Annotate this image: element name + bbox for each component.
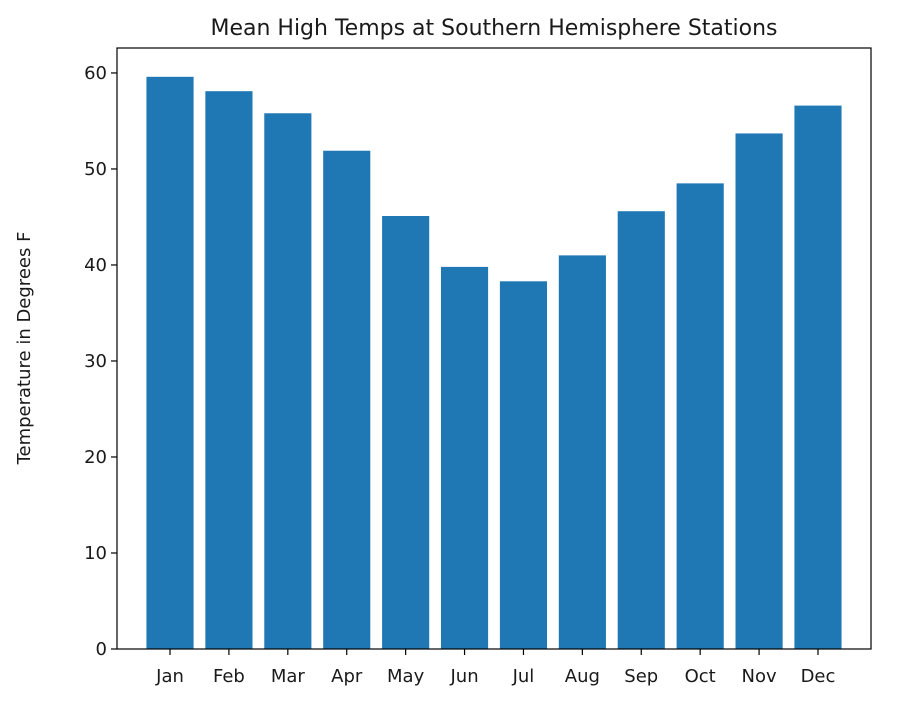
x-tick-label: Jun [449, 666, 478, 687]
x-tick-label: Apr [331, 666, 363, 687]
y-tick-label: 10 [84, 543, 107, 564]
x-axis: Jan Feb Mar Apr May Jun Jul Aug Sep Oct Nov Dec [155, 649, 835, 687]
x-tick-label: Dec [801, 666, 836, 687]
bar-nov [735, 133, 783, 649]
bar-sep [617, 211, 665, 649]
x-tick-label: Nov [742, 666, 777, 687]
x-tick-label: Jul [512, 666, 535, 687]
y-axis: 0 10 20 30 40 50 60 [84, 63, 117, 660]
x-tick-label: Aug [565, 666, 600, 687]
bar-feb [205, 91, 253, 649]
x-tick-label: May [387, 666, 425, 687]
x-tick-label: Mar [271, 666, 306, 687]
bar-aug [558, 255, 606, 649]
bar-mar [264, 113, 312, 649]
bar-jan [146, 76, 194, 650]
y-tick-label: 20 [84, 447, 107, 468]
chart-title: Mean High Temps at Southern Hemisphere S… [210, 16, 777, 41]
y-tick-label: 60 [84, 63, 107, 84]
x-tick-label: Oct [685, 666, 716, 687]
y-tick-label: 0 [96, 639, 107, 660]
x-tick-label: Sep [624, 666, 658, 687]
bar-jun [440, 266, 489, 649]
y-tick-label: 40 [84, 255, 107, 276]
x-tick-label: Jan [155, 666, 184, 687]
bar-jul [499, 281, 548, 649]
y-tick-label: 50 [84, 159, 107, 180]
y-tick-label: 30 [84, 351, 107, 372]
x-tick-label: Feb [213, 666, 245, 687]
y-axis-label: Temperature in Degrees F [14, 232, 35, 466]
bar-dec [794, 105, 842, 650]
bar-apr [323, 150, 371, 650]
bars-group [146, 76, 842, 650]
bar-may [382, 216, 430, 649]
bar-oct [676, 183, 724, 649]
plot-frame [116, 47, 872, 650]
